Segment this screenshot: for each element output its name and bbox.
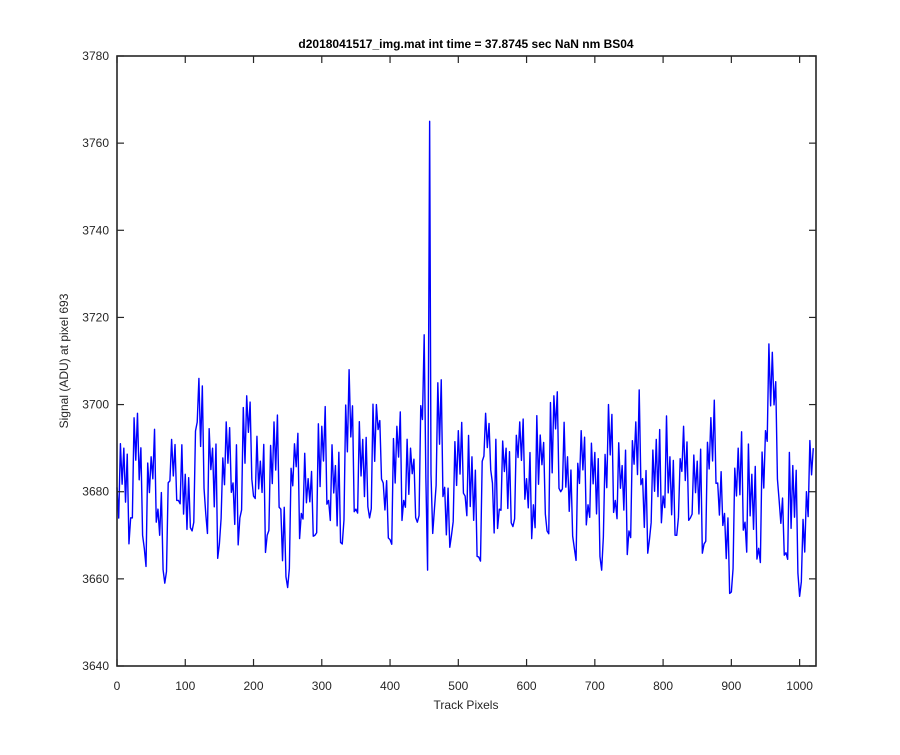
y-tick-label: 3700 [82,398,109,412]
x-tick-label: 600 [517,679,537,693]
x-tick-label: 700 [585,679,605,693]
x-tick-label: 0 [114,679,121,693]
chart-title: d2018041517_img.mat int time = 37.8745 s… [298,37,634,51]
x-tick-label: 1000 [786,679,813,693]
y-tick-label: 3720 [82,310,109,324]
series-line [116,120,814,597]
x-tick-label: 200 [244,679,264,693]
y-tick-label: 3660 [82,572,109,586]
x-tick-label: 400 [380,679,400,693]
x-tick-label: 500 [448,679,468,693]
x-tick-label: 100 [175,679,195,693]
y-tick-label: 3760 [82,136,109,150]
y-tick-label: 3680 [82,485,109,499]
y-tick-label: 3740 [82,223,109,237]
y-axis-label: Signal (ADU) at pixel 693 [57,293,71,428]
plot-area: 0 100 200 300 400 500 600 700 800 900 1000 3640 3660… [82,49,817,693]
x-tick-label: 900 [721,679,741,693]
x-axis-label: Track Pixels [434,698,499,712]
x-tick-label: 300 [312,679,332,693]
axes-box [116,55,817,667]
y-tick-label: 3780 [82,49,109,63]
y-tick-label: 3640 [82,659,109,673]
x-tick-label: 800 [653,679,673,693]
